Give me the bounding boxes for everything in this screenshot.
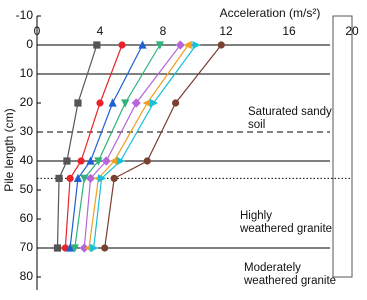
annotation: soil — [248, 119, 265, 131]
marker — [93, 41, 101, 49]
marker — [55, 174, 63, 182]
marker — [155, 41, 164, 50]
marker — [77, 157, 85, 165]
marker — [70, 244, 79, 253]
y-tick-label: 70 — [20, 240, 34, 254]
annotation: Moderately — [244, 262, 301, 274]
annotation: weathered granite — [239, 223, 332, 235]
marker — [80, 174, 89, 183]
y-tick-label: 10 — [20, 66, 34, 80]
marker — [131, 98, 141, 108]
x-tick-label: 8 — [160, 24, 167, 38]
y-tick-label: 20 — [20, 95, 34, 109]
y-tick-label: 30 — [20, 124, 34, 138]
marker — [149, 98, 159, 108]
marker — [74, 99, 82, 107]
marker — [66, 174, 74, 182]
marker — [94, 157, 103, 166]
x-tick-label: 12 — [219, 24, 233, 38]
series-line — [83, 44, 181, 249]
marker — [110, 174, 118, 182]
marker — [90, 243, 99, 253]
marker — [63, 157, 71, 165]
series-line — [69, 44, 144, 249]
marker — [73, 173, 83, 182]
marker — [97, 174, 107, 183]
marker — [108, 98, 117, 107]
x-tick-label: 4 — [97, 24, 104, 38]
marker — [121, 99, 130, 108]
y-axis-label: Pile length (cm) — [2, 108, 16, 191]
y-tick-label: -10 — [16, 8, 34, 22]
marker — [138, 40, 147, 49]
marker — [118, 41, 126, 49]
marker — [217, 41, 225, 49]
x-axis-label: Acceleration (m/s²) — [220, 6, 321, 20]
marker — [172, 99, 180, 107]
marker — [101, 244, 109, 252]
annotation: Highly — [240, 210, 272, 222]
pile — [332, 15, 353, 278]
x-tick-label: 16 — [282, 24, 296, 38]
marker — [142, 98, 151, 108]
y-tick-label: 60 — [20, 211, 34, 225]
marker — [86, 156, 95, 165]
y-tick-label: 0 — [26, 37, 33, 51]
marker — [96, 99, 104, 107]
marker — [143, 157, 151, 165]
marker — [53, 244, 62, 252]
marker — [183, 40, 192, 50]
y-tick-label: 50 — [20, 182, 34, 196]
x-tick-label: 20 — [345, 24, 359, 38]
marker — [109, 156, 118, 166]
marker — [101, 156, 111, 166]
x-tick-label: 0 — [34, 24, 41, 38]
annotation: Saturated sandy — [248, 106, 332, 118]
marker — [192, 40, 201, 50]
marker — [175, 40, 185, 50]
y-tick-label: 80 — [20, 269, 34, 283]
marker — [79, 243, 89, 253]
y-tick-label: 40 — [20, 153, 34, 167]
annotation: weathered granite — [243, 275, 336, 287]
marker — [116, 156, 126, 166]
series-line — [56, 44, 98, 249]
marker — [65, 243, 75, 252]
marker — [85, 173, 96, 183]
